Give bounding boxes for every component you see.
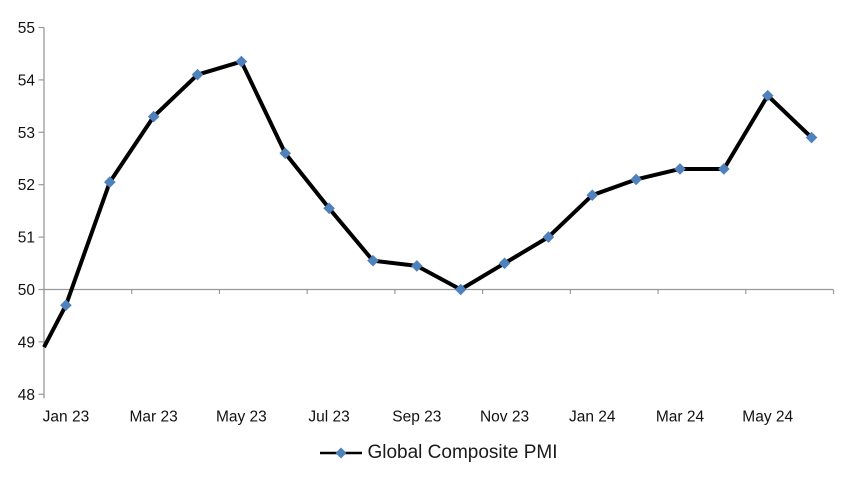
data-point-marker [191,68,204,81]
data-point-marker [761,89,774,102]
data-point-marker [235,55,248,68]
data-point-marker [367,254,379,267]
x-axis-tick-label: Mar 23 [130,409,178,426]
data-point-marker [454,283,467,296]
y-axis-tick-label: 54 [18,72,36,89]
x-axis-tick-label: Nov 23 [480,409,529,426]
data-point-marker [323,202,335,215]
x-axis-tick-label: May 23 [216,409,267,426]
y-axis-tick-label: 52 [18,177,35,194]
x-axis-tick-label: Mar 24 [656,409,705,426]
x-axis-tick-label: Jan 24 [569,409,616,426]
data-point-marker [718,163,730,175]
x-axis-tick-label: May 24 [742,409,793,426]
x-axis-tick-label: Jul 23 [308,409,349,426]
data-point-marker [411,260,423,272]
y-axis-tick-label: 55 [18,20,35,37]
x-axis-tick-label: Jan 23 [43,409,90,426]
data-point-marker [103,176,116,188]
y-axis-tick-label: 48 [18,387,35,404]
data-point-marker [147,110,160,123]
data-point-marker [630,173,642,186]
plot-area: 48 49 50 51 52 53 54 55 Jan 23 Mar 23 May 23 Jul 23… [18,20,835,426]
x-axis-tick-label: Sep 23 [392,409,441,426]
data-point-marker [279,147,292,160]
legend-label: Global Composite PMI [367,442,558,463]
data-point-marker [498,257,511,270]
chart-legend: Global Composite PMI [44,440,834,466]
data-point-marker [60,299,72,312]
y-axis-tick-label: 49 [18,334,35,351]
data-point-marker [674,163,686,175]
y-axis-tick-label: 50 [18,282,36,299]
y-axis-tick-label: 53 [18,125,35,142]
pmi-line [42,59,813,349]
legend-diamond-icon [335,447,347,459]
y-axis-tick-label: 51 [18,230,35,247]
data-point-marker [586,189,599,201]
data-point-marker [542,231,555,243]
data-point-marker [805,131,818,144]
legend-line-marker-icon [320,447,363,459]
